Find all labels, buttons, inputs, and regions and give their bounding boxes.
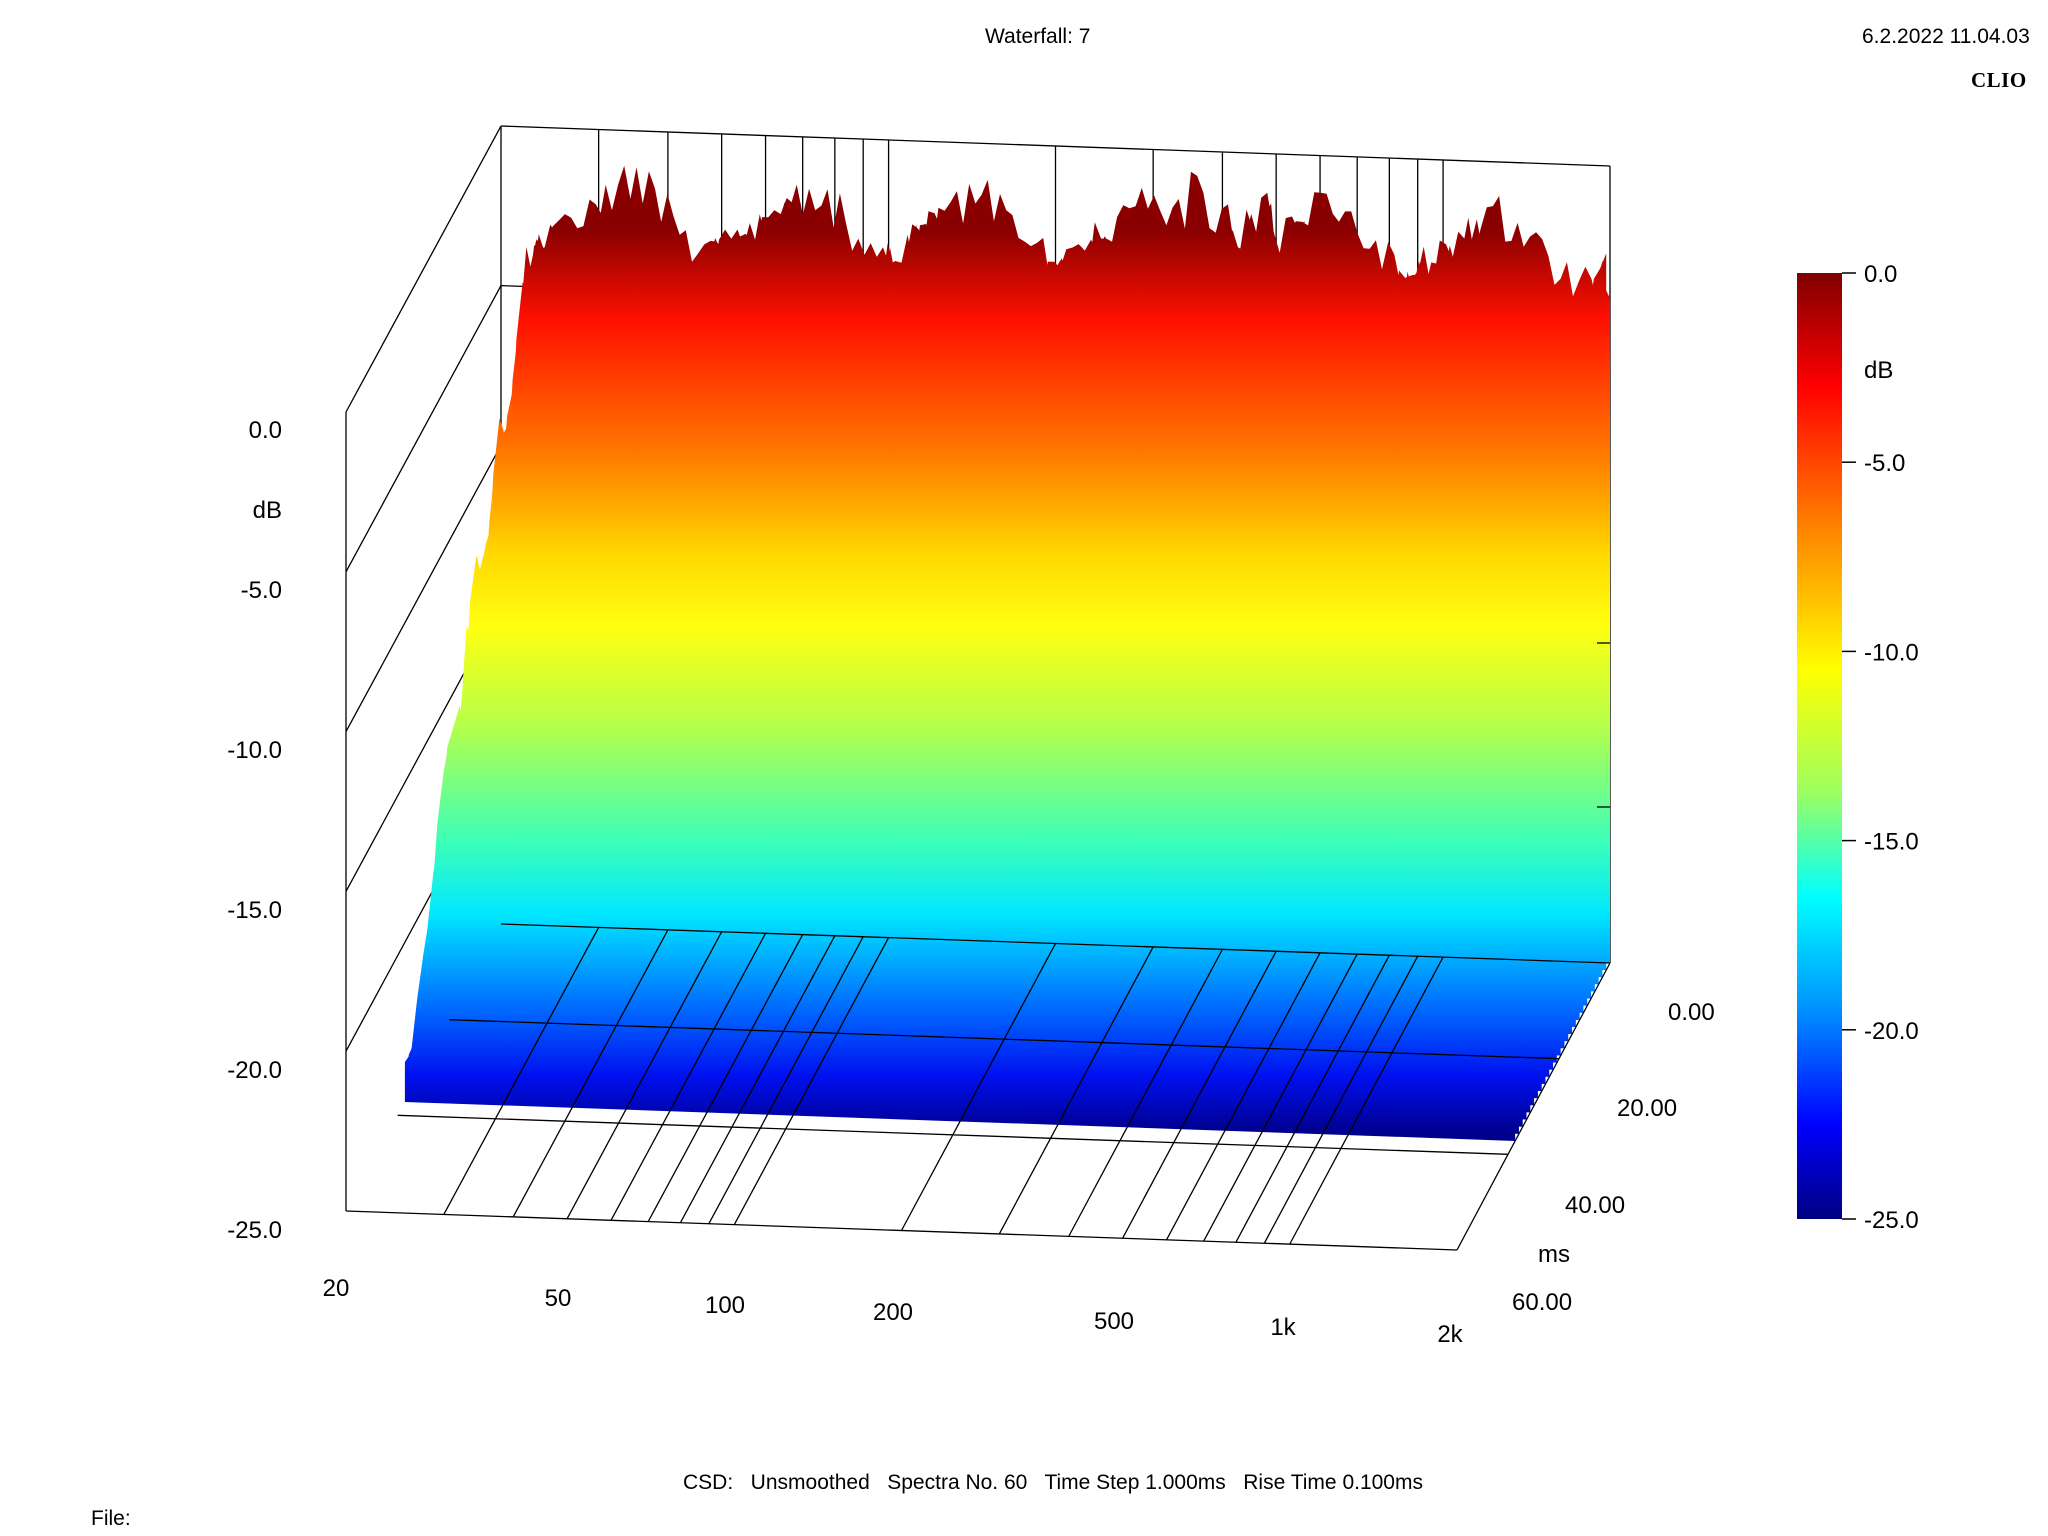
waterfall-surface: [404, 165, 1610, 1141]
y-tick-label: 0.0: [249, 417, 282, 444]
x-tick-label: 200: [873, 1299, 913, 1326]
floor-freq-gridline: [1289, 956, 1444, 1245]
colorbar-tick-label: -25.0: [1864, 1207, 1919, 1234]
floor-freq-gridline: [512, 929, 669, 1218]
colorbar-tick-label: 0.0: [1864, 261, 1897, 288]
floor-freq-gridline: [708, 936, 864, 1225]
x-tick-label: 1k: [1270, 1314, 1296, 1341]
y-tick-label: -5.0: [241, 577, 282, 604]
y-axis-label: dB: [253, 497, 282, 524]
y-tick-label: -10.0: [227, 737, 282, 764]
timestamp: 6.2.2022 11.04.03: [1862, 25, 2030, 48]
left-wall-db-gridline: [345, 444, 502, 732]
colorbar-unit-label: dB: [1864, 357, 1893, 384]
colorbar-tick-label: -5.0: [1864, 450, 1905, 477]
floor-freq-gridline: [1235, 954, 1390, 1243]
floor-time-gridline: [449, 1019, 1560, 1060]
floor-freq-gridline: [1068, 949, 1223, 1237]
chart-title: Waterfall: 7: [985, 25, 1091, 48]
colorbar-tick-label: -15.0: [1864, 829, 1919, 856]
floor-grid: [345, 642, 1611, 1251]
x-tick-label: 20: [323, 1275, 350, 1302]
footer-settings: CSD: Unsmoothed Spectra No. 60 Time Step…: [683, 1471, 1423, 1494]
floor-freq-gridline: [1263, 955, 1419, 1244]
floor-freq-gridline: [1165, 952, 1321, 1241]
colorbar: [1797, 273, 1842, 1219]
floor-freq-gridline: [610, 932, 767, 1221]
z-tick-label: 60.00: [1512, 1289, 1572, 1316]
spectrum-slice: [501, 165, 1610, 963]
colorbar-tick-label: -20.0: [1864, 1018, 1919, 1045]
floor-freq-gridline: [443, 927, 600, 1215]
left-wall-db-gridline: [345, 285, 502, 573]
floor-freq-gridline: [1121, 950, 1277, 1239]
floor-freq-gridline: [1203, 953, 1358, 1242]
floor-freq-gridline: [566, 931, 723, 1220]
x-tick-label: 50: [545, 1285, 572, 1312]
colorbar-ticks: 0.0 -5.0 -10.0 -15.0 -20.0 -25.0 dB: [1842, 261, 1919, 1234]
brand-logo: CLIO: [1971, 68, 2027, 92]
y-tick-label: -20.0: [227, 1057, 282, 1084]
file-label: File:: [91, 1507, 131, 1530]
colorbar-tick-label: -10.0: [1864, 639, 1919, 666]
x-tick-label: 500: [1094, 1308, 1134, 1335]
floor-freq-gridline: [998, 946, 1154, 1235]
x-tick-label: 2k: [1437, 1321, 1463, 1348]
left-wall-top-edge: [345, 125, 502, 413]
floor-right-edge: [1456, 962, 1611, 1251]
floor-time-gridline: [397, 1114, 1509, 1155]
floor-freq-gridline: [900, 943, 1057, 1231]
axis-labels: 0.0 dB -5.0 -10.0 -15.0 -20.0 -25.0 20 50 100 200 5…: [227, 417, 1714, 1348]
z-tick-label: 40.00: [1565, 1192, 1625, 1219]
z-tick-label: 0.00: [1668, 999, 1715, 1026]
z-axis-label: ms: [1538, 1241, 1570, 1268]
floor-freq-gridline: [647, 934, 804, 1222]
y-tick-label: -15.0: [227, 897, 282, 924]
floor-freq-gridline: [679, 935, 836, 1224]
z-tick-label: 20.00: [1617, 1095, 1677, 1122]
x-tick-label: 100: [705, 1292, 745, 1319]
floor-freq-gridline: [733, 937, 890, 1225]
y-tick-label: -25.0: [227, 1217, 282, 1244]
